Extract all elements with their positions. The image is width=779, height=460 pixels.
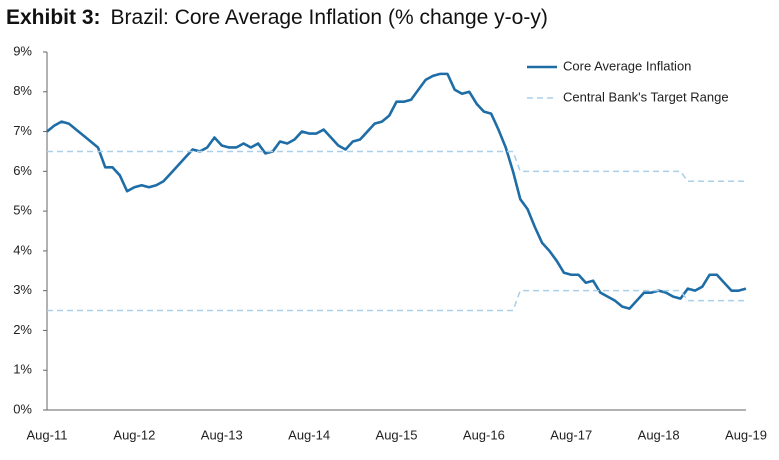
y-tick-label: 0% <box>13 401 32 416</box>
y-tick-label: 3% <box>13 282 32 297</box>
y-tick-label: 1% <box>13 362 32 377</box>
legend-label: Core Average Inflation <box>563 58 691 73</box>
target-line <box>47 289 746 312</box>
x-tick-label: Aug-12 <box>113 427 155 442</box>
legend-label: Central Bank's Target Range <box>563 89 729 104</box>
y-tick-label: 9% <box>13 43 32 58</box>
exhibit-label: Exhibit 3: <box>6 6 101 29</box>
title-text: Brazil: Core Average Inflation (% change… <box>111 6 548 29</box>
y-tick-label: 5% <box>13 203 32 218</box>
y-tick-label: 6% <box>13 163 32 178</box>
x-tick-label: Aug-16 <box>463 427 505 442</box>
series-line <box>46 72 747 310</box>
chart-title: Exhibit 3: Brazil: Core Average Inflation… <box>6 6 548 29</box>
x-tick-label: Aug-19 <box>725 427 767 442</box>
y-tick-label: 8% <box>13 83 32 98</box>
y-tick-label: 7% <box>13 123 32 138</box>
target-line <box>47 150 746 183</box>
x-tick-label: Aug-14 <box>288 427 330 442</box>
x-tick-label: Aug-18 <box>638 427 680 442</box>
y-tick-label: 2% <box>13 322 32 337</box>
x-tick-label: Aug-17 <box>550 427 592 442</box>
x-tick-label: Aug-11 <box>27 427 68 442</box>
x-tick-label: Aug-13 <box>201 427 243 442</box>
y-tick-label: 4% <box>13 242 32 257</box>
x-tick-label: Aug-15 <box>376 427 418 442</box>
